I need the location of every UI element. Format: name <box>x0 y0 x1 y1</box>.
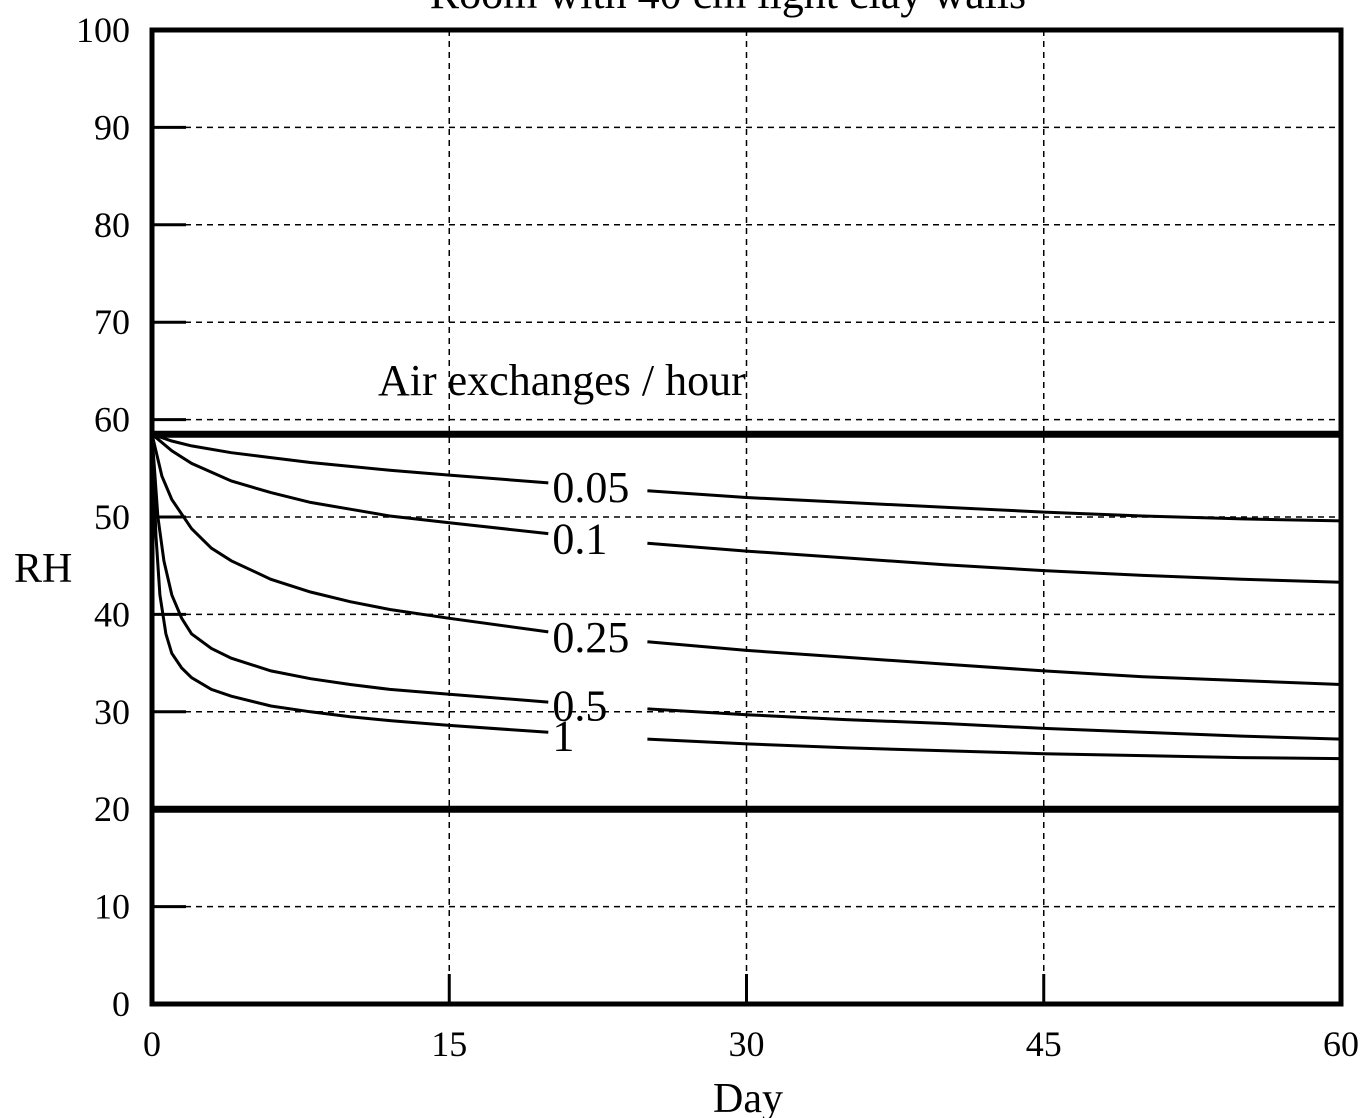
series-1: 1 <box>150 434 1342 761</box>
series-line <box>647 737 1342 761</box>
reference-lines <box>152 430 1341 813</box>
data-series: 0.050.1 0.25 0.51 <box>150 432 1342 761</box>
y-tick-label: 80 <box>94 205 130 245</box>
series-label: 1 <box>552 712 574 761</box>
series-line <box>647 489 1342 523</box>
series-line <box>150 434 549 704</box>
series-line <box>151 432 549 485</box>
tick-labels: 0 10 20 30 40 50 60 70 80 90 100 0 15 30 45 60 <box>76 10 1359 1064</box>
x-tick-label: 0 <box>143 1024 161 1064</box>
y-tick-label: 50 <box>94 497 130 537</box>
y-tick-label: 20 <box>94 789 130 829</box>
y-tick-label: 100 <box>76 10 130 50</box>
series-line <box>647 707 1342 741</box>
series-label: 0.25 <box>552 613 629 662</box>
axis-ticks <box>152 125 1046 1004</box>
series-line <box>647 541 1342 584</box>
x-axis-title: Day <box>713 1076 783 1118</box>
y-tick-label: 60 <box>94 400 130 440</box>
series-line <box>150 434 549 734</box>
x-tick-label: 30 <box>729 1024 765 1064</box>
series-0-1: 0.1 <box>151 433 1342 584</box>
series-line <box>150 433 549 634</box>
y-tick-label: 90 <box>94 107 130 147</box>
y-axis-title: RH <box>14 546 72 592</box>
series-0-5: 0.5 <box>150 434 1342 741</box>
series-label: 0.1 <box>552 514 607 563</box>
y-tick-label: 70 <box>94 302 130 342</box>
x-tick-label: 45 <box>1026 1024 1062 1064</box>
y-tick-label: 30 <box>94 692 130 732</box>
x-tick-label: 60 <box>1323 1024 1359 1064</box>
series-label: 0.05 <box>552 463 629 512</box>
y-tick-label: 0 <box>112 984 130 1024</box>
series-label: 0.5 <box>552 681 607 730</box>
series-0-25: 0.25 <box>150 433 1342 686</box>
series-0-05: 0.05 <box>151 432 1342 523</box>
series-line <box>151 433 549 536</box>
chart-title: Room with 40 cm light clay walls <box>430 0 1026 18</box>
series-line <box>647 640 1342 686</box>
air-exchanges-annotation: Air exchanges / hour <box>378 356 746 405</box>
y-tick-label: 40 <box>94 594 130 634</box>
y-tick-label: 10 <box>94 887 130 927</box>
plot-frame <box>149 27 1344 1007</box>
x-tick-label: 15 <box>431 1024 467 1064</box>
